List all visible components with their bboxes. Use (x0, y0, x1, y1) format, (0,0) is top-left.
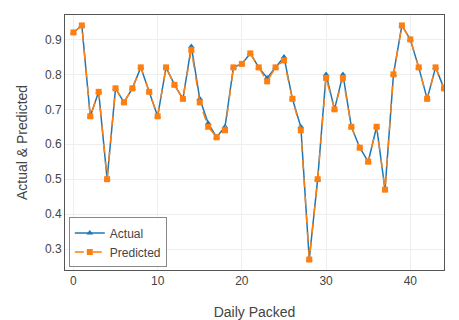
svg-text:10: 10 (151, 274, 165, 288)
svg-text:Daily Packed: Daily Packed (214, 304, 296, 320)
svg-text:0.5: 0.5 (45, 172, 62, 186)
svg-text:30: 30 (319, 274, 333, 288)
svg-text:40: 40 (404, 274, 418, 288)
svg-text:0.9: 0.9 (45, 33, 62, 47)
svg-text:0.7: 0.7 (45, 103, 62, 117)
svg-text:0.3: 0.3 (45, 242, 62, 256)
svg-text:Actual: Actual (110, 227, 143, 241)
svg-text:Actual & Predicted: Actual & Predicted (14, 85, 30, 200)
svg-text:0.4: 0.4 (45, 207, 62, 221)
svg-text:0.6: 0.6 (45, 137, 62, 151)
svg-text:20: 20 (235, 274, 249, 288)
svg-text:0.8: 0.8 (45, 68, 62, 82)
svg-text:0: 0 (70, 274, 77, 288)
svg-text:Predicted: Predicted (110, 246, 161, 260)
